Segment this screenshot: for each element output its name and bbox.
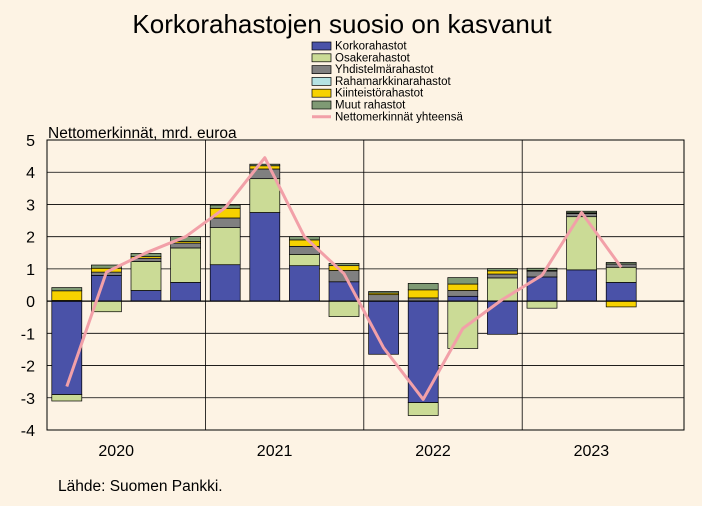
legend-label: Muut rahastot bbox=[335, 100, 406, 112]
bar-segment bbox=[526, 267, 558, 271]
bar-segment bbox=[328, 263, 360, 267]
y-tick-label: 1 bbox=[26, 262, 35, 279]
bar-segment bbox=[447, 300, 479, 349]
x-tick-label: 2022 bbox=[415, 443, 451, 460]
y-axis-label: Nettomerkinnät, mrd. euroa bbox=[48, 125, 237, 142]
bar-segment bbox=[289, 265, 320, 302]
bar-segment bbox=[605, 300, 637, 308]
bar-segment bbox=[407, 402, 439, 416]
bar-segment bbox=[130, 290, 162, 302]
bar-segment bbox=[91, 274, 122, 302]
x-tick-label: 2021 bbox=[257, 443, 293, 460]
y-tick-label: -3 bbox=[21, 391, 35, 408]
x-tick-label: 2023 bbox=[574, 443, 610, 460]
bar-segment bbox=[605, 262, 637, 265]
y-tick-label: 4 bbox=[26, 165, 35, 182]
y-tick-label: -1 bbox=[21, 326, 35, 343]
legend-swatch bbox=[311, 88, 332, 98]
bar-segment bbox=[130, 261, 162, 291]
bar-segment bbox=[249, 163, 281, 167]
legend-swatch bbox=[311, 53, 332, 63]
legend-label: Kiinteistörahastot bbox=[335, 88, 424, 100]
bar-segment bbox=[51, 300, 83, 395]
bar-segment bbox=[487, 268, 518, 272]
bar-segment bbox=[170, 247, 201, 283]
bar-segment bbox=[368, 291, 399, 294]
bar-segment bbox=[209, 217, 241, 228]
legend: KorkorahastotOsakerahastotYhdistelmäraha… bbox=[311, 41, 463, 123]
bar-segment bbox=[566, 269, 597, 302]
plot-area: 5 4 3 2 1 0 -1 -2 -3 -4 2020 2021 2022 2023 bbox=[21, 133, 685, 460]
legend-swatch bbox=[311, 77, 332, 86]
bar-segment bbox=[249, 165, 281, 170]
bar-segment bbox=[605, 266, 637, 283]
plot-frame bbox=[46, 139, 685, 431]
bar-segment bbox=[407, 289, 439, 299]
total-line bbox=[65, 156, 623, 401]
y-tick-label: -2 bbox=[21, 359, 35, 376]
y-tick-label: 5 bbox=[26, 133, 35, 150]
bar-segment bbox=[487, 277, 518, 302]
bar-segment bbox=[605, 282, 637, 302]
bar-segment bbox=[328, 300, 360, 317]
bar-segment bbox=[170, 282, 201, 302]
y-tick-label: 3 bbox=[26, 197, 35, 214]
legend-swatch bbox=[311, 41, 332, 51]
legend-swatch bbox=[311, 65, 332, 74]
bar-segment bbox=[51, 287, 83, 292]
bar-segment bbox=[368, 294, 399, 302]
bar-segment bbox=[209, 227, 241, 266]
y-tick-label: -4 bbox=[21, 423, 35, 440]
bar-segment bbox=[526, 300, 558, 309]
bar-segment bbox=[289, 254, 320, 267]
bar-segment bbox=[407, 283, 439, 291]
bar-segment bbox=[209, 264, 241, 302]
y-tick-label: 0 bbox=[26, 294, 35, 311]
bar-segment bbox=[487, 273, 518, 279]
bar-segment bbox=[249, 178, 281, 213]
x-tick-label: 2020 bbox=[98, 443, 134, 460]
legend-swatch bbox=[311, 100, 332, 110]
bar-segment bbox=[328, 265, 360, 271]
bar-segment bbox=[447, 283, 479, 291]
bar-segment bbox=[447, 295, 479, 302]
legend-label: Osakerahastot bbox=[335, 52, 411, 64]
bar-segment bbox=[447, 290, 479, 297]
legend-label: Nettomerkinnät yhteensä bbox=[335, 111, 463, 123]
bar-segment bbox=[447, 277, 479, 285]
bar-segment bbox=[249, 212, 281, 302]
bar-segment bbox=[170, 242, 201, 249]
source-note: Lähde: Suomen Pankki. bbox=[58, 478, 223, 495]
bar-segment bbox=[51, 290, 83, 301]
chart-title: Korkorahastojen suosio on kasvanut bbox=[132, 9, 552, 39]
legend-label: Yhdistelmärahastot bbox=[335, 64, 434, 76]
bar-segment bbox=[91, 264, 122, 269]
bar-segment bbox=[487, 270, 518, 275]
bar-segment bbox=[51, 394, 83, 402]
legend-label: Korkorahastot bbox=[335, 41, 407, 53]
legend-label: Rahamarkkinarahastot bbox=[335, 76, 452, 88]
y-tick-label: 2 bbox=[26, 230, 35, 247]
